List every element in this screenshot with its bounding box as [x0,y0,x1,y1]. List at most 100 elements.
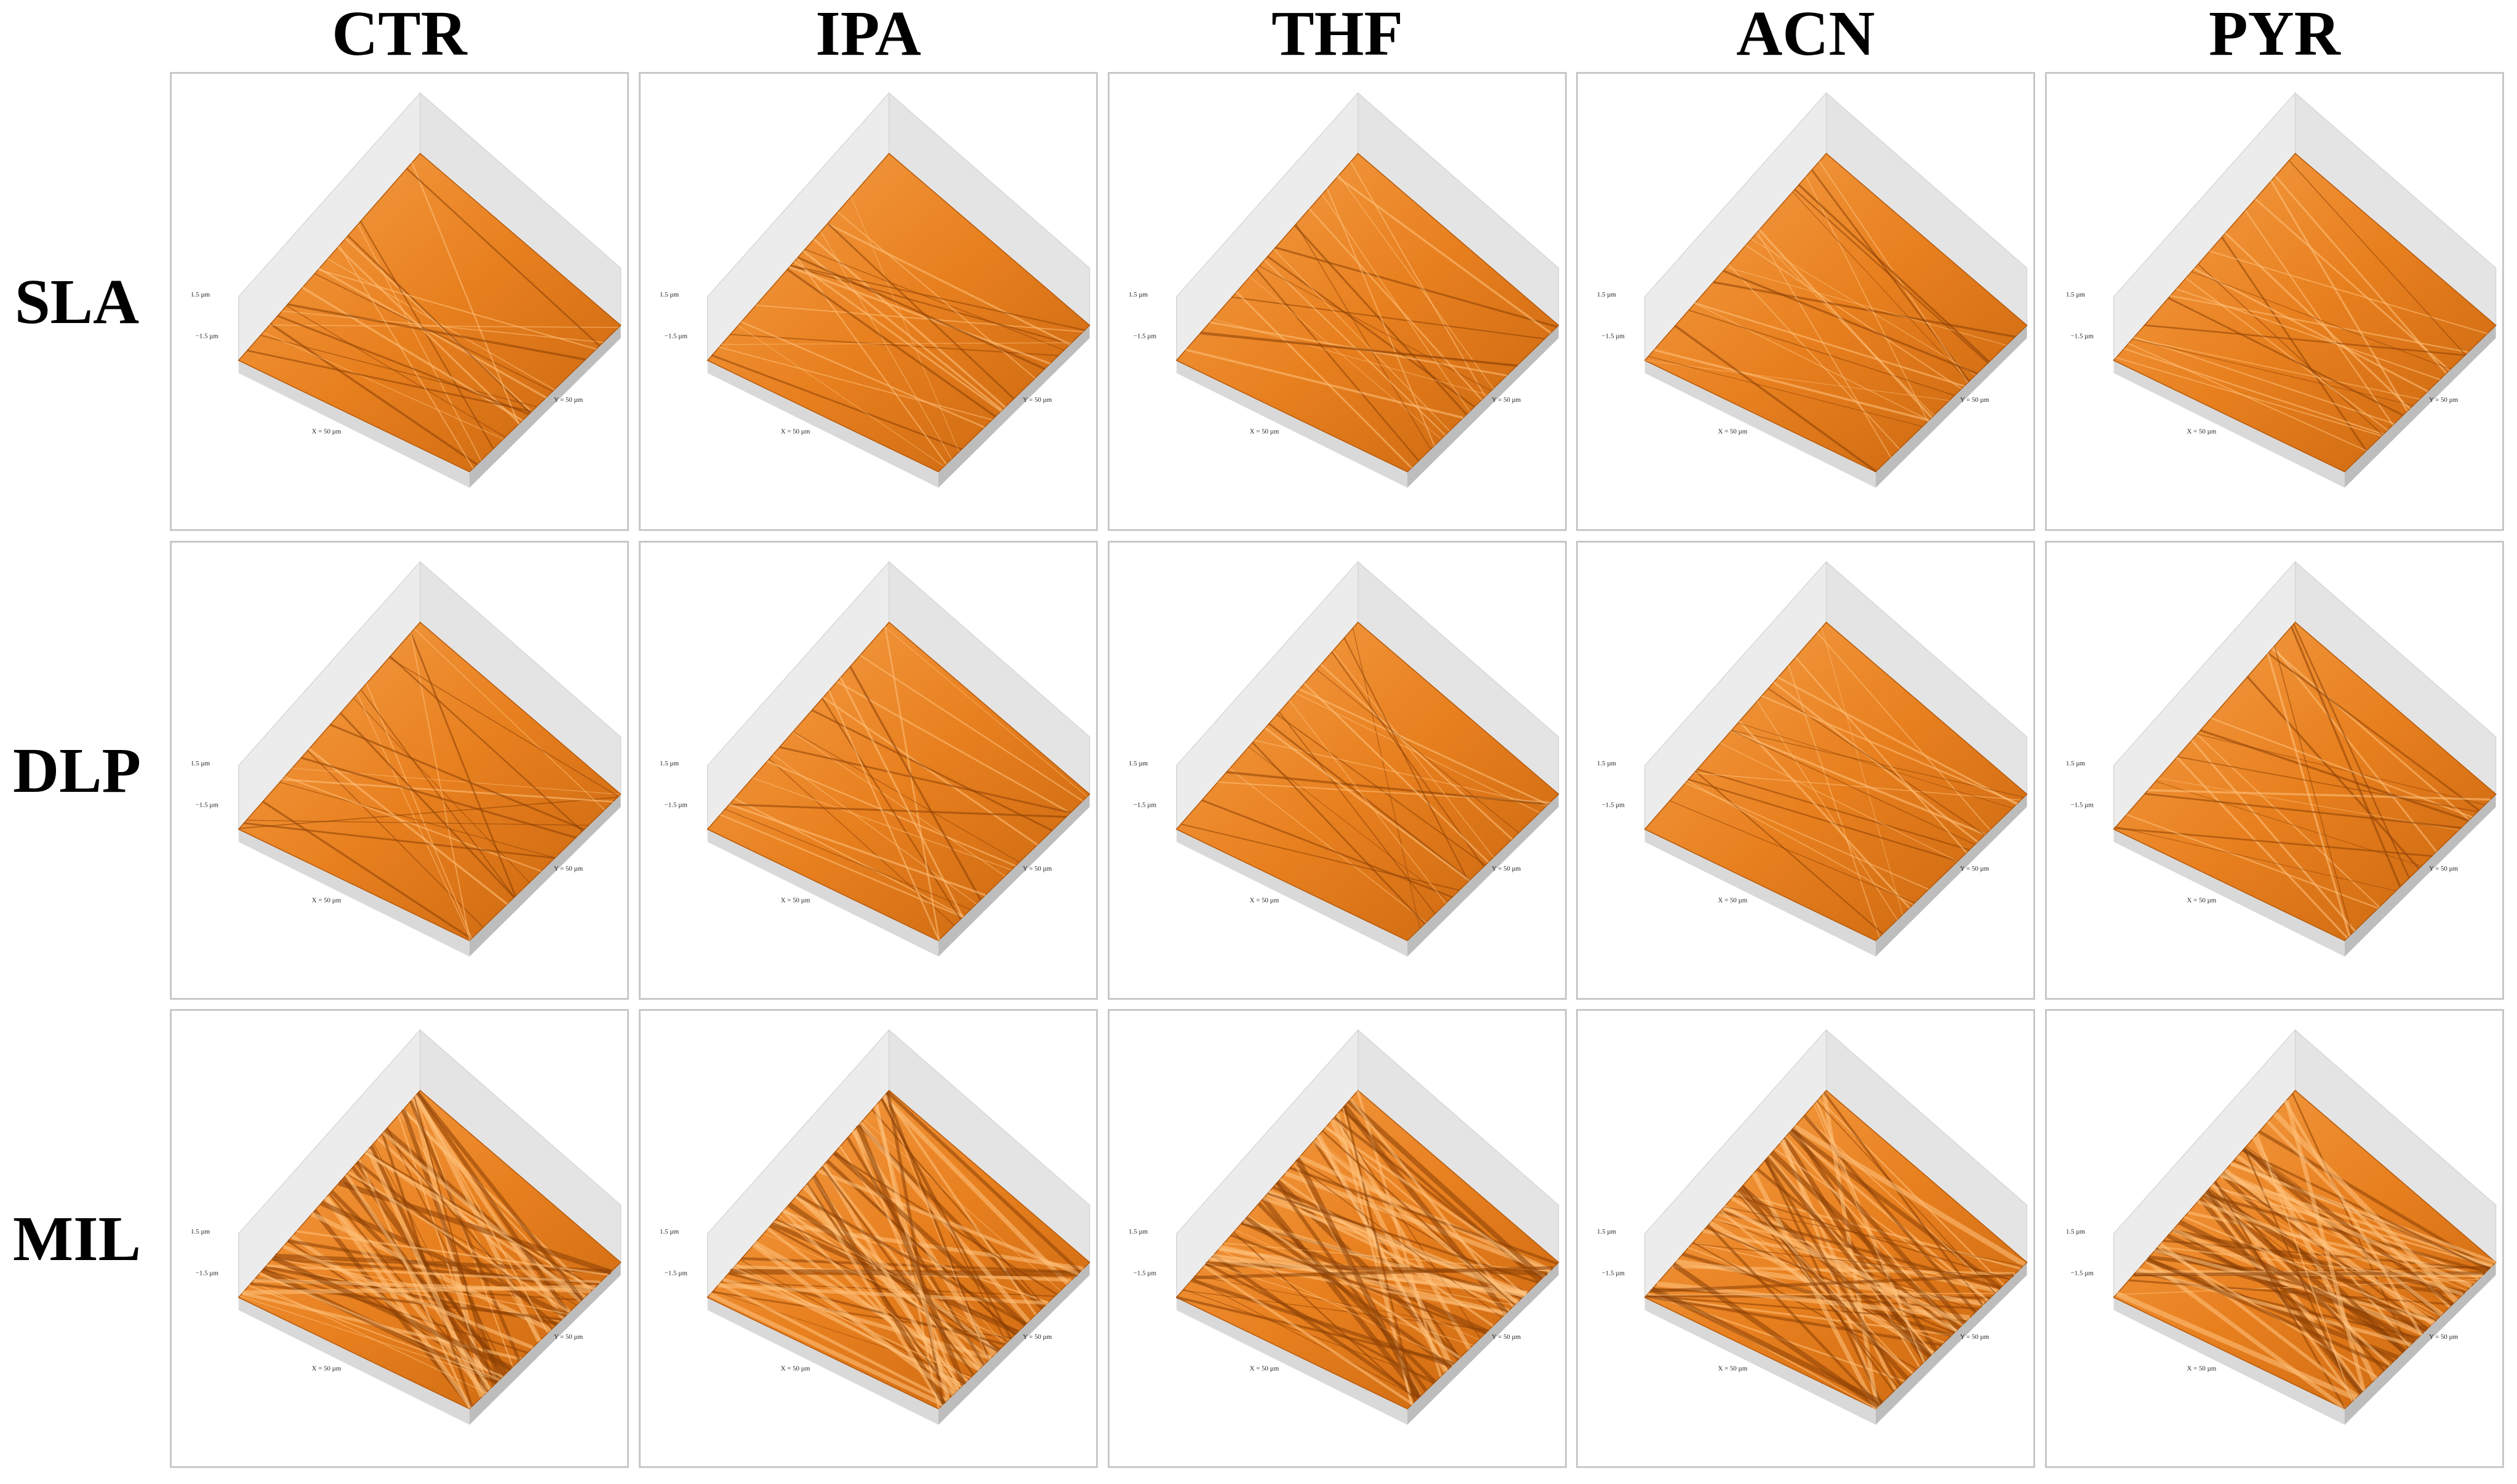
scratch [324,1196,473,1409]
scratch [292,768,621,795]
scratch [1646,1295,1967,1322]
scratch [286,305,506,438]
scratch [1316,669,1519,834]
scratch [1343,637,1469,882]
front-wall [1644,360,1876,488]
scratch [381,1133,473,1407]
scratch [1275,246,1558,328]
scratch [1236,291,1412,469]
scratch [1646,1295,1942,1347]
y-axis-label: Y = 50 µm [2429,396,2459,404]
afm-surface-plot: 1.5 µm −1.5 µm X = 50 µm Y = 50 µm [2066,92,2497,488]
column-header: PYR [2209,0,2340,69]
surface [1175,1090,1559,1410]
y-axis-label: Y = 50 µm [2429,1333,2459,1341]
y-axis-label: Y = 50 µm [1023,1333,1052,1341]
surface [706,621,1090,941]
scratch [388,657,619,797]
scratch [1756,231,1892,458]
scratch [826,223,1071,346]
y-axis-label: Y = 50 µm [1492,396,1521,404]
scratch [1321,194,1470,412]
scratch [401,1109,502,1381]
scratch [721,1281,1055,1297]
scratch [390,655,583,832]
scratch [2179,1219,2417,1343]
scratch [1764,1159,1902,1386]
surface [238,153,622,473]
scratch [1279,711,1436,914]
x-axis-label: X = 50 µm [2187,428,2217,436]
front-wall [2113,1297,2345,1425]
scratch [2144,324,2465,356]
z-bottom-label: −1.5 µm [196,802,219,809]
front-wall [2113,829,2345,957]
front-wall [1176,1297,1407,1425]
scratch [1650,1274,2014,1293]
front-wall [1176,360,1407,488]
scratch [852,1130,960,1390]
scratch [719,346,993,421]
scratch [347,234,531,414]
scratch [859,655,1083,802]
scratch [1692,1243,2011,1280]
scratch [1644,360,1950,401]
row-header: SLA [14,266,140,337]
scratch [320,1200,567,1318]
scratch [1816,1101,1996,1294]
scratch [1267,1192,1539,1284]
scratch [719,813,964,918]
scratch [822,1165,982,1370]
scratch [1648,356,1923,427]
scratch [1264,727,1470,882]
scratch [345,1173,492,1390]
y-axis-label: Y = 50 µm [1960,1333,1990,1341]
column-header: IPA [815,0,921,69]
scratch [2191,271,2451,370]
scratch [1193,1266,1553,1280]
scratch [1723,269,1978,375]
scratch [1255,268,1420,461]
scratch [1201,331,1517,367]
scratch [1182,1290,1489,1331]
front-wall [1407,794,1559,957]
front-wall [1644,1297,1876,1425]
scratch [1347,1099,1545,1280]
scratch [308,748,508,905]
z-top-label: 1.5 µm [660,760,679,767]
front-wall [1407,325,1559,488]
scratch [2267,653,2351,936]
scratch [1719,1210,1914,1374]
scratch [797,256,1046,370]
afm-panel: 1.5 µm −1.5 µm X = 50 µm Y = 50 µm [1108,1009,1567,1468]
scratch [756,305,1084,333]
scratch [1669,800,1915,903]
scratch [1212,1254,1526,1297]
scratch [2198,263,2383,436]
z-bottom-label: −1.5 µm [1134,802,1157,809]
column-header: THF [1271,0,1403,69]
scratch [239,1295,499,1381]
scratch [1191,1278,1453,1368]
scratch [1688,778,1958,862]
z-top-label: 1.5 µm [660,291,679,298]
z-top-label: 1.5 µm [1597,291,1617,298]
scratch [1758,229,1933,418]
scratch [2209,250,2487,335]
scratch [1773,681,1979,843]
scratch [1258,265,1492,391]
scratch [2134,336,2395,425]
scratch [1276,714,1486,866]
scratch [246,820,589,826]
surface [1175,153,1559,473]
scratch [783,1208,992,1359]
scratch [360,689,515,898]
scratch [2183,1216,2434,1324]
scratch [2220,1172,2473,1288]
scratch [2225,232,2411,410]
column-header: CTR [332,0,467,69]
scratch [2204,1194,2441,1317]
front-wall [238,360,470,488]
z-top-label: 1.5 µm [1129,291,1148,298]
